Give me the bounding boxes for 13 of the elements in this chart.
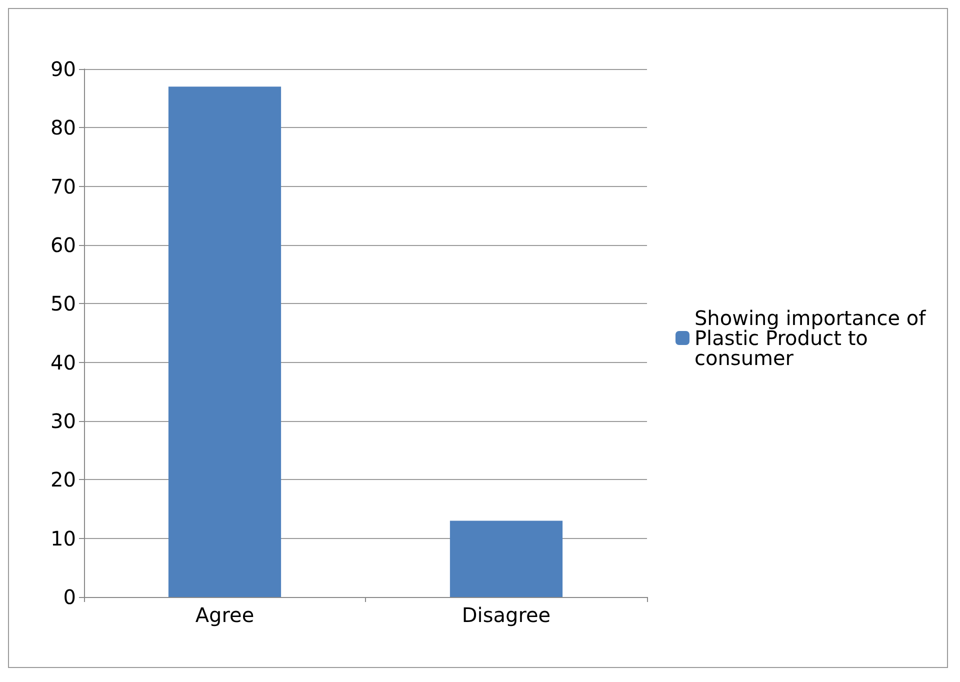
y-tick-label: 20 bbox=[50, 468, 76, 492]
x-tick-label: Agree bbox=[195, 603, 254, 627]
legend-label: Showing importance of Plastic Product to consumer bbox=[694, 306, 932, 370]
x-tick-label: Disagree bbox=[462, 603, 551, 627]
y-tick-label: 40 bbox=[50, 350, 76, 374]
y-tick-label: 30 bbox=[50, 409, 76, 433]
y-tick-label: 0 bbox=[63, 585, 76, 609]
y-tick-label: 50 bbox=[50, 292, 76, 316]
y-tick-label: 90 bbox=[50, 57, 76, 81]
y-tick-label: 10 bbox=[50, 526, 76, 550]
y-tick-label: 70 bbox=[50, 174, 76, 198]
y-tick-label: 80 bbox=[50, 116, 76, 140]
y-tick-label: 60 bbox=[50, 233, 76, 257]
